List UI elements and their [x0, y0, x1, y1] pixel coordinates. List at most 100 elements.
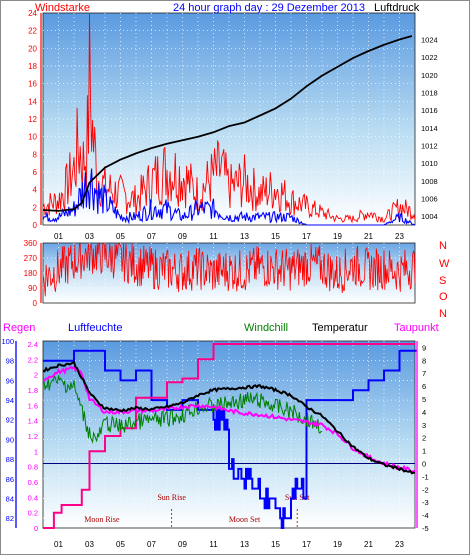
- rain-axis-tick-label: 2.2: [28, 355, 38, 364]
- pressure-axis-tick-label: 1020: [421, 71, 438, 80]
- temperature-axis-tick-label: -1: [422, 472, 429, 481]
- humidity-axis-tick-label: 96: [6, 376, 14, 385]
- series-temperature-line: [42, 360, 416, 475]
- time-axis-tick-label: 09: [178, 232, 187, 241]
- humidity-axis-tick-label: 94: [6, 396, 14, 405]
- compass-label: N: [439, 240, 447, 252]
- time-axis-tick-label: 05: [116, 232, 125, 241]
- pressure-axis-tick-label: 1004: [421, 212, 438, 221]
- series-pressure-line: [42, 35, 413, 212]
- time-axis-tick-label: 13: [240, 232, 249, 241]
- temperature-axis-tick-label: 0: [422, 460, 426, 469]
- pressure-axis-tick-label: 1022: [421, 53, 438, 62]
- rain-axis-tick-label: 1: [34, 447, 38, 456]
- temperature-axis-tick-label: -5: [422, 524, 429, 533]
- rain-axis-tick-label: 0.8: [28, 463, 38, 472]
- rain-axis-tick-label: 0: [34, 524, 38, 533]
- series-humidity-line: [43, 349, 417, 529]
- temperature-axis-tick-label: 1: [422, 447, 426, 456]
- humidity-axis-tick-label: 90: [6, 435, 14, 444]
- wind-axis-tick-label: 22: [28, 27, 37, 36]
- wind-axis-tick-label: 14: [28, 97, 37, 106]
- legend-label: Temperatur: [312, 322, 368, 334]
- temperature-axis-tick-label: 9: [422, 343, 426, 352]
- series-dewpoint-line: [42, 365, 416, 473]
- chart-title: 24 hour graph day : 29 Dezember 2013: [173, 2, 365, 14]
- wind-axis-tick-label: 8: [33, 150, 38, 159]
- time-axis-tick-label: 19: [333, 540, 342, 549]
- wind-axis-tick-label: 24: [28, 9, 37, 18]
- direction-axis-tick-label: 90: [28, 284, 37, 293]
- direction-axis-tick-label: 270: [24, 254, 38, 263]
- time-axis-tick-label: 23: [395, 540, 404, 549]
- time-axis-tick-label: 03: [85, 540, 94, 549]
- time-axis-tick-label: 15: [271, 540, 280, 549]
- wind-axis-tick-label: 12: [28, 115, 37, 124]
- time-axis-tick-label: 01: [54, 540, 63, 549]
- compass-label: O: [439, 291, 448, 303]
- astro-annotation-label: Sun Set: [285, 493, 310, 502]
- time-axis-tick-label: 13: [240, 540, 249, 549]
- temperature-axis-tick-label: -4: [422, 511, 429, 520]
- pressure-axis-tick-label: 1016: [421, 106, 438, 115]
- wind-axis-tick-label: 0: [33, 221, 38, 230]
- wind-axis-tick-label: 20: [28, 44, 37, 53]
- pressure-axis-tick-label: 1018: [421, 89, 438, 98]
- series-average-wind-line: [42, 168, 416, 226]
- series-wind-direction-line: [42, 243, 416, 297]
- rain-axis-tick-label: 0.4: [28, 493, 38, 502]
- time-axis-tick-label: 15: [271, 232, 280, 241]
- pressure-axis-title: Luftdruck: [374, 2, 420, 14]
- temperature-axis-tick-label: -2: [422, 485, 429, 494]
- wind-axis-tick-label: 18: [28, 62, 37, 71]
- wind-axis-tick-label: 6: [33, 168, 38, 177]
- rain-axis-tick-label: 1.4: [28, 417, 38, 426]
- time-axis-tick-label: 03: [85, 232, 94, 241]
- time-axis-tick-label: 07: [147, 232, 156, 241]
- humidity-axis-tick-label: 86: [6, 475, 14, 484]
- wind-axis-title: Windstarke: [35, 2, 90, 14]
- temperature-axis-tick-label: 7: [422, 369, 426, 378]
- time-axis-tick-label: 17: [302, 540, 311, 549]
- time-axis-tick-label: 01: [54, 232, 63, 241]
- humidity-axis-tick-label: 84: [6, 494, 14, 503]
- time-axis-tick-label: 17: [302, 232, 311, 241]
- time-axis-tick-label: 05: [116, 540, 125, 549]
- wind-axis-tick-label: 10: [28, 133, 37, 142]
- series-gust-line: [42, 12, 416, 224]
- time-axis-tick-label: 21: [364, 232, 373, 241]
- rain-axis-tick-label: 1.2: [28, 432, 38, 441]
- humidity-axis-tick-label: 100: [1, 337, 14, 346]
- direction-axis-tick-label: 0: [33, 299, 38, 308]
- legend-label: Luftfeuchte: [68, 322, 122, 334]
- legend-label: Regen: [3, 322, 35, 334]
- wind-axis-tick-label: 2: [33, 203, 38, 212]
- direction-axis-tick-label: 180: [24, 269, 38, 278]
- temperature-axis-tick-label: 6: [422, 382, 426, 391]
- rain-axis-tick-label: 2: [34, 371, 38, 380]
- temperature-axis-tick-label: 5: [422, 395, 426, 404]
- pressure-axis-tick-label: 1008: [421, 177, 438, 186]
- temperature-axis-tick-label: -3: [422, 498, 429, 507]
- pressure-axis-tick-label: 1012: [421, 142, 438, 151]
- humidity-axis-tick-label: 92: [6, 416, 14, 425]
- pressure-axis-tick-label: 1024: [421, 36, 438, 45]
- rain-axis-tick-label: 0.2: [28, 509, 38, 518]
- series-rain-line: [43, 343, 415, 529]
- time-axis-tick-label: 11: [209, 232, 218, 241]
- wind-axis-tick-label: 4: [33, 186, 38, 195]
- astro-annotation-label: Moon Rise: [84, 515, 120, 524]
- temperature-axis-tick-label: 3: [422, 421, 426, 430]
- legend-label: Taupunkt: [394, 322, 439, 334]
- wind-axis-tick-label: 16: [28, 80, 37, 89]
- rain-axis-tick-label: 1.6: [28, 401, 38, 410]
- time-axis-tick-label: 23: [395, 232, 404, 241]
- humidity-axis-tick-label: 82: [6, 514, 14, 523]
- compass-label: W: [439, 258, 450, 270]
- time-axis-tick-label: 11: [209, 540, 218, 549]
- pressure-axis-tick-label: 1006: [421, 195, 438, 204]
- pressure-axis-tick-label: 1010: [421, 159, 438, 168]
- compass-label: S: [439, 275, 446, 287]
